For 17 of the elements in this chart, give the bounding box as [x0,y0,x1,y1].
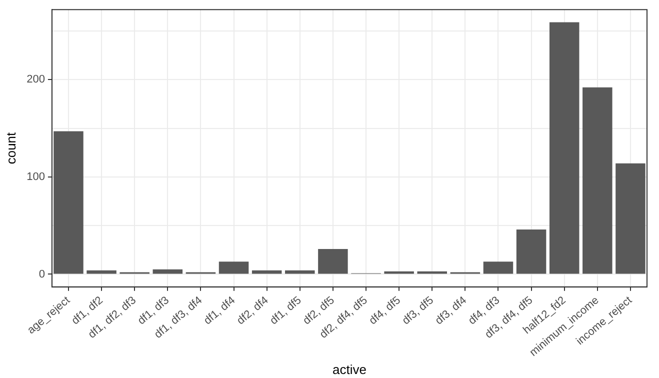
bar [54,131,84,274]
bar [549,22,580,274]
y-tick-label: 0 [38,268,45,280]
bar [152,269,183,274]
bar [582,87,612,274]
y-tick-label: 100 [26,170,45,183]
y-axis-title: count [3,132,18,164]
bar [616,163,646,274]
x-tick-label: df4, df5 [367,294,403,328]
bar [516,229,546,274]
x-axis-title: active [332,362,366,377]
bar [483,262,514,274]
y-tick-label: 200 [26,74,45,86]
x-tick-label: df3, df5 [400,294,436,328]
x-tick-label: df3, df4 [433,294,470,328]
bar [318,248,348,274]
bar [218,262,249,274]
